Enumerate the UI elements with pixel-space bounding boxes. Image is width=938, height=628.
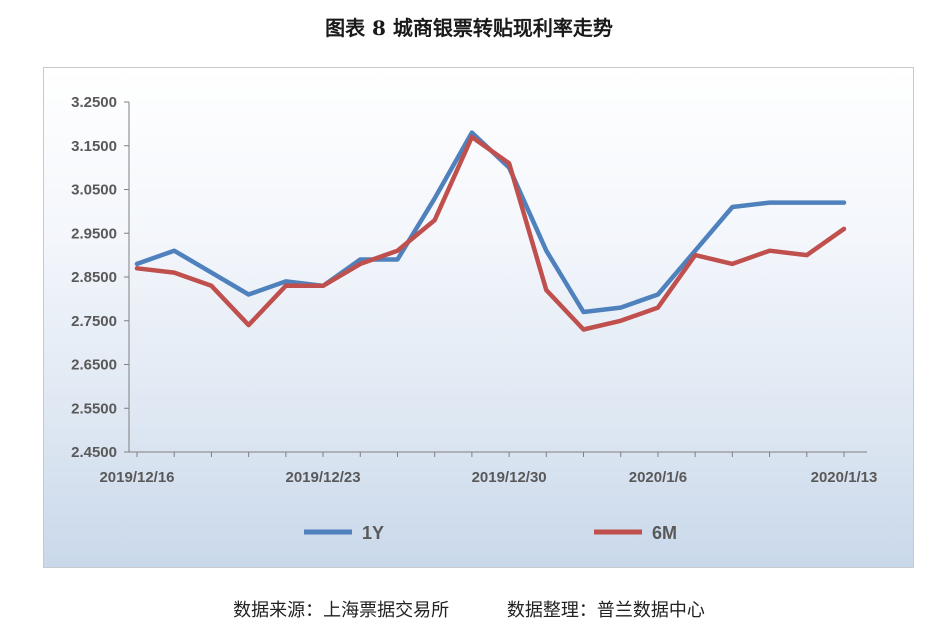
data-compiler-text: 数据整理：普兰数据中心 — [506, 600, 705, 621]
footer-note: 数据来源：上海票据交易所 数据整理：普兰数据中心 — [0, 596, 938, 622]
legend-label: 1Y — [362, 523, 384, 543]
x-tick-label: 2020/1/6 — [629, 469, 687, 486]
y-tick-label: 3.1500 — [71, 138, 117, 155]
x-tick-label: 2020/1/13 — [811, 469, 878, 486]
y-tick-labels: 3.2500 3.1500 3.0500 2.9500 2.8500 2.7500 2.65… — [71, 94, 117, 461]
chart-legend: 1Y 6M — [304, 523, 677, 543]
y-tick-label: 2.8500 — [71, 269, 117, 286]
y-tick-label: 2.9500 — [71, 225, 117, 242]
y-tick-label: 3.2500 — [71, 94, 117, 111]
series-line-1y — [134, 130, 847, 315]
y-tick-label: 2.5500 — [71, 400, 117, 417]
y-tick-label: 3.0500 — [71, 182, 117, 199]
chart-axes — [124, 101, 867, 457]
y-tick-label: 2.6500 — [71, 357, 117, 374]
line-chart: 3.2500 3.1500 3.0500 2.9500 2.8500 2.7500 2.65… — [71, 94, 877, 543]
y-tick-label: 2.7500 — [71, 313, 117, 330]
x-tick-label: 2019/12/23 — [286, 469, 361, 486]
series-line-6m — [134, 134, 847, 332]
series-lines — [134, 130, 847, 332]
y-tick-label: 2.4500 — [71, 444, 117, 461]
data-source-text: 数据来源：上海票据交易所 — [233, 600, 450, 621]
chart-title: 图表 8 城商银票转贴现利率走势 — [325, 16, 613, 40]
legend-label: 6M — [652, 523, 677, 543]
x-tick-labels: 2019/12/16 2019/12/23 2019/12/30 2020/1/6 20… — [99, 469, 877, 486]
chart-panel: 3.2500 3.1500 3.0500 2.9500 2.8500 2.7500 2.65… — [43, 67, 914, 568]
x-tick-label: 2019/12/30 — [472, 469, 547, 486]
x-tick-label: 2019/12/16 — [99, 469, 174, 486]
